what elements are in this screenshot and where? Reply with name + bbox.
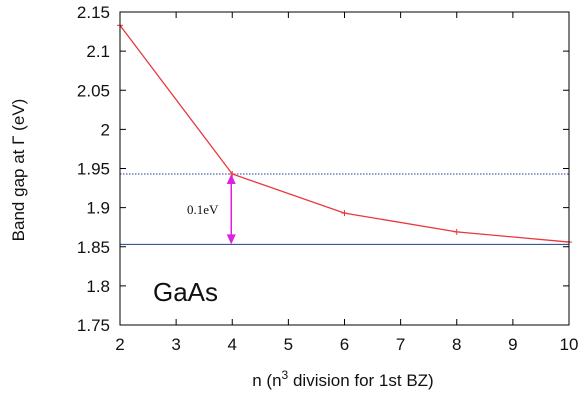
data-point [229, 170, 236, 177]
x-tick-label: 5 [284, 335, 293, 354]
gap-annotation-label: 0.1eV [187, 202, 219, 217]
gap-arrow [226, 173, 236, 245]
x-tick-label: 8 [452, 335, 461, 354]
x-tick-label: 2 [115, 335, 124, 354]
y-tick-label: 2 [101, 120, 110, 139]
x-tick-label: 10 [560, 335, 579, 354]
data-point [341, 210, 348, 217]
y-tick-label: 1.95 [77, 160, 110, 179]
x-tick-label: 3 [171, 335, 180, 354]
y-tick-label: 2.15 [77, 3, 110, 22]
reference-lines [120, 173, 569, 245]
y-tick-label: 2.1 [86, 42, 110, 61]
x-axis-ticks: 2 3 4 5 6 7 8 9 10 [115, 12, 578, 354]
x-tick-label: 4 [228, 335, 237, 354]
y-axis-label: Band gap at Γ (eV) [9, 99, 28, 242]
y-tick-label: 1.85 [77, 238, 110, 257]
y-tick-label: 2.05 [77, 81, 110, 100]
material-label: GaAs [153, 277, 218, 307]
x-tick-label: 9 [508, 335, 517, 354]
y-axis-ticks: 1.75 1.8 1.85 1.9 1.95 2 2.05 2.1 2.15 [77, 3, 569, 335]
data-point [453, 228, 460, 235]
x-axis-label: n (n3 division for 1st BZ) [252, 368, 433, 390]
series-layer [117, 22, 572, 246]
y-tick-label: 1.9 [86, 199, 110, 218]
x-tick-label: 6 [340, 335, 349, 354]
y-tick-label: 1.8 [86, 277, 110, 296]
x-tick-label: 7 [396, 335, 405, 354]
y-tick-label: 1.75 [77, 316, 110, 335]
